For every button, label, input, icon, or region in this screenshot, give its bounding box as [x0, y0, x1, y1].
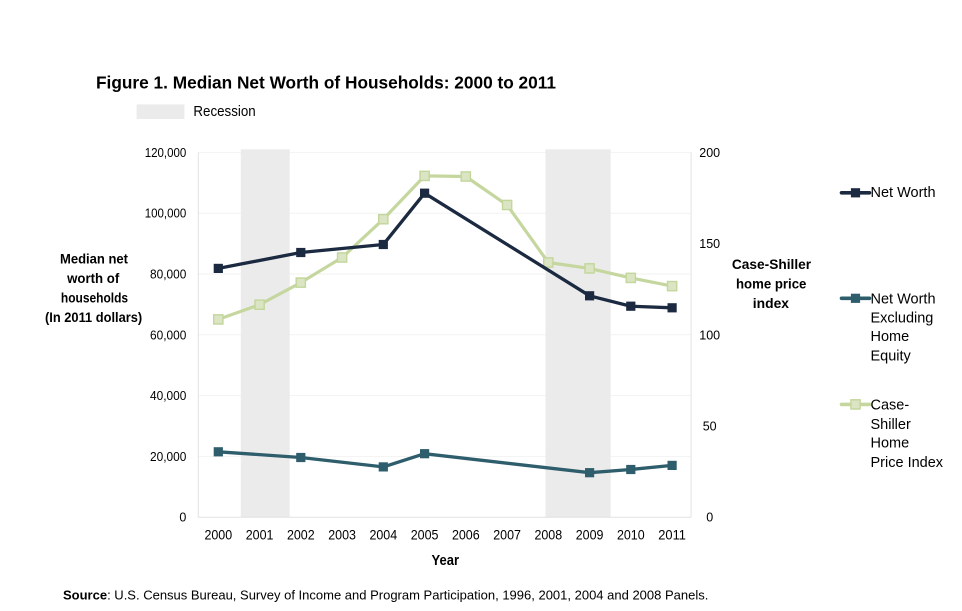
svg-text:2011: 2011 — [658, 528, 686, 543]
svg-text:Median net: Median net — [60, 251, 128, 267]
svg-text:Home: Home — [871, 436, 910, 452]
svg-text:households: households — [61, 290, 128, 306]
svg-text:Equity: Equity — [871, 349, 912, 365]
svg-text:2007: 2007 — [493, 528, 521, 543]
svg-text:0: 0 — [706, 511, 713, 525]
svg-text:Case-: Case- — [871, 398, 910, 414]
svg-text:200: 200 — [699, 146, 720, 160]
svg-text:Case-Shiller: Case-Shiller — [732, 256, 812, 272]
svg-text:2001: 2001 — [246, 528, 274, 543]
svg-text:2002: 2002 — [287, 528, 315, 543]
svg-text:(In 2011 dollars): (In 2011 dollars) — [45, 309, 142, 325]
svg-text:Excluding: Excluding — [871, 310, 934, 326]
svg-text:0: 0 — [179, 511, 186, 525]
svg-text:Home: Home — [871, 329, 910, 345]
svg-text:2010: 2010 — [617, 528, 645, 543]
svg-text:Figure 1. Median Net Worth of: Figure 1. Median Net Worth of Households… — [96, 72, 556, 92]
svg-text:2004: 2004 — [369, 528, 397, 543]
svg-text:50: 50 — [703, 420, 717, 434]
svg-text:Net Worth: Net Worth — [871, 185, 936, 201]
svg-text:2005: 2005 — [411, 528, 439, 543]
svg-text:2006: 2006 — [452, 528, 480, 543]
svg-text:Net Worth: Net Worth — [871, 292, 936, 308]
svg-text:80,000: 80,000 — [150, 268, 186, 282]
svg-text:20,000: 20,000 — [150, 450, 186, 464]
svg-text:40,000: 40,000 — [150, 389, 186, 403]
svg-text:Recession: Recession — [193, 103, 255, 120]
svg-text:Year: Year — [432, 553, 460, 569]
svg-text:Source: U.S. Census Bureau, Su: Source: U.S. Census Bureau, Survey of In… — [63, 587, 708, 602]
svg-text:2008: 2008 — [534, 528, 562, 543]
svg-text:120,000: 120,000 — [145, 146, 187, 160]
svg-text:60,000: 60,000 — [150, 328, 186, 342]
svg-text:Shiller: Shiller — [871, 417, 911, 433]
svg-text:150: 150 — [699, 237, 720, 251]
svg-text:Price Index: Price Index — [871, 455, 944, 471]
svg-text:worth of: worth of — [66, 270, 119, 286]
svg-text:100: 100 — [699, 328, 720, 342]
svg-text:2000: 2000 — [204, 528, 232, 543]
svg-text:2003: 2003 — [328, 528, 356, 543]
svg-text:2009: 2009 — [576, 528, 604, 543]
svg-text:home price: home price — [736, 276, 807, 292]
svg-text:index: index — [753, 295, 789, 311]
svg-text:100,000: 100,000 — [145, 207, 187, 221]
